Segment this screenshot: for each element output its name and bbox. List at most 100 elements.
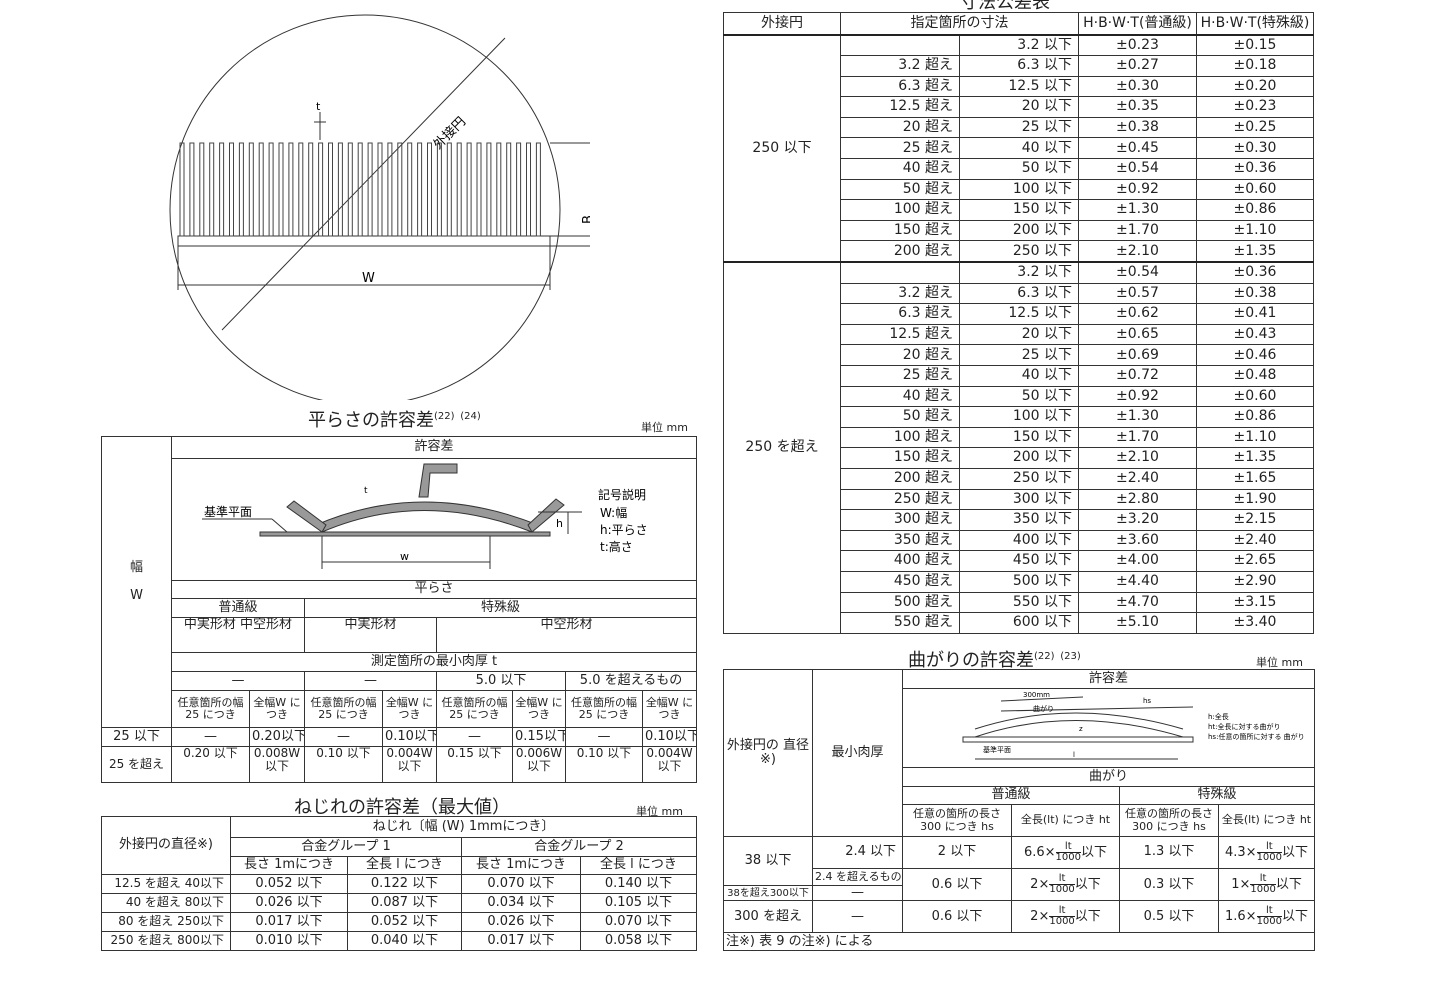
value-cell: 0.008W 以下 [249, 746, 305, 783]
header-circle: 外接円 [723, 12, 841, 35]
flatness-unit: 単位 mm [641, 421, 688, 434]
table-row: 250 以下 3.2 以下 ±0.23 ±0.15 [723, 33, 1314, 263]
per-25-header: 任意箇所の幅 25 につき [565, 690, 643, 728]
bending-header: 曲がり [901, 767, 1316, 787]
per-25-header: 任意箇所の幅 25 につき [171, 690, 250, 728]
heatsink-fin [209, 142, 215, 237]
normal-cell: ±0.72 [1078, 365, 1197, 387]
special-cell: ±2.65 [1196, 550, 1314, 572]
normal-cell: ±0.23 [1078, 33, 1197, 57]
normal-cell: ±4.40 [1078, 570, 1197, 593]
from-cell: 400 超え [840, 550, 960, 572]
svg-text:W:幅: W:幅 [600, 505, 627, 520]
per-meter: 長さ 1mにつき [230, 856, 348, 875]
header-special: H·B·W·T(特殊級) [1196, 12, 1314, 35]
normal-cell: ±2.40 [1078, 467, 1197, 490]
value-cell: — [304, 727, 383, 747]
value-cell: 0.122 以下 [347, 874, 462, 894]
heatsink-fin [308, 142, 314, 237]
svg-text:ht:全長に対する曲がり: ht:全長に対する曲がり [1208, 722, 1281, 731]
heatsink-fin [229, 142, 234, 237]
heatsink-fin [516, 142, 522, 237]
table-row: 50 超え 100 以下 ±1.30 ±0.86 [724, 406, 1314, 428]
normal-cell: ±1.70 [1078, 219, 1197, 242]
flatness-table: 幅 W 許容差 基準平面 w h t 記号説明 W:幅 h:平らさ t:高さ 平らさ… [101, 436, 698, 783]
twist-unit: 単位 mm [636, 805, 683, 818]
from-cell: 3.2 超え [840, 55, 960, 77]
thickness-cell: 2.4 以下 [812, 836, 903, 869]
circumscribed-circle [169, 14, 561, 400]
value-cell: 0.140 以下 [580, 874, 697, 894]
heatsink-fin [347, 142, 353, 237]
thickness-header: — [304, 671, 437, 691]
flatness-diagram: 基準平面 w h t 記号説明 W:幅 h:平らさ t:高さ [202, 463, 648, 569]
table-row: 40 超え 50 以下 ±0.92 ±0.60 [724, 385, 1314, 408]
hollow: 中空形材 [435, 617, 698, 653]
heatsink-fin [506, 142, 512, 237]
heatsink-fin [417, 142, 423, 237]
table-row: 200 超え 250 以下 ±2.10 ±1.35 [724, 240, 1314, 263]
svg-text:t: t [364, 486, 368, 496]
table-row: 450 超え 500 以下 ±4.40 ±2.90 [724, 570, 1314, 593]
value-cell: — [436, 727, 513, 747]
special-cell: ±1.35 [1196, 447, 1314, 469]
normal-cell: ±0.65 [1078, 323, 1197, 346]
fraction: lt 1000 [1049, 873, 1075, 896]
min-thickness-header: 最小肉厚 [812, 669, 903, 837]
value-cell: 0.087 以下 [347, 893, 462, 913]
per-width-header: 全幅W につき [512, 690, 566, 728]
value-cell: 2 以下 [902, 836, 1012, 869]
to-cell: 25 以下 [959, 116, 1079, 139]
svg-text:z: z [1079, 725, 1083, 733]
diameter-header: 外接円の直径※) [101, 816, 231, 875]
value-cell: 0.052 以下 [230, 874, 348, 894]
fraction: lt 1000 [1250, 873, 1276, 896]
per-25-header: 任意箇所の幅 25 につき [436, 690, 513, 728]
table-row: 25 超え 40 以下 ±0.45 ±0.30 [724, 137, 1314, 160]
diameter-line [221, 37, 506, 331]
bend-table: 外接円の 直径 ※) 最小肉厚 許容差 300mm 曲がり hs z 基準平面 l … [722, 669, 1316, 952]
heatsink-fin [357, 142, 363, 237]
to-cell: 250 以下 [959, 467, 1079, 490]
heatsink-drawing: 外接円 H B W t [169, 14, 590, 400]
normal-cell: ±0.92 [1078, 385, 1197, 408]
svg-text:hs: hs [1143, 697, 1151, 705]
normal-cell: ±0.30 [1078, 75, 1197, 98]
heatsink-fin [179, 142, 185, 237]
diameter-cell: 300 を超え [723, 900, 813, 934]
svg-text:h: h [556, 517, 563, 530]
bend-unit: 単位 mm [1256, 656, 1303, 669]
to-cell: 250 以下 [959, 240, 1079, 263]
dimension-table: 外接円 指定箇所の寸法 H·B·W·T(普通級) H·B·W·T(特殊級) 250 以… [723, 12, 1314, 634]
thickness-header: 5.0 を超えるもの [564, 671, 698, 691]
table-row: 20 超え 25 以下 ±0.38 ±0.25 [724, 116, 1314, 139]
to-cell: 450 以下 [959, 550, 1079, 572]
value-cell: 0.026 以下 [461, 912, 581, 932]
heatsink-fin [189, 142, 195, 237]
to-cell: 25 以下 [959, 344, 1079, 366]
heatsink-fin [377, 142, 383, 237]
normal-cell: ±0.54 [1078, 158, 1197, 180]
from-cell: 150 超え [840, 219, 960, 242]
to-cell: 3.2 以下 [959, 33, 1079, 57]
svg-text:t:高さ: t:高さ [600, 539, 633, 554]
normal-cell: ±0.69 [1078, 344, 1197, 366]
heatsink-fin [436, 142, 442, 237]
normal-cell: ±4.00 [1078, 550, 1197, 572]
heatsink-fin [486, 142, 492, 237]
normal-cell: ±3.20 [1078, 509, 1197, 531]
table-row: 50 超え 100 以下 ±0.92 ±0.60 [724, 178, 1314, 201]
to-cell: 6.3 以下 [959, 55, 1079, 77]
diameter-cell: 250 を超え 800以下 [101, 931, 231, 951]
svg-text:基準平面: 基準平面 [983, 745, 1011, 754]
heatsink-fin [248, 142, 254, 237]
heatsink-fin [318, 142, 324, 237]
heatsink-fin [288, 142, 294, 237]
special-cell: ±0.18 [1196, 55, 1314, 77]
table-row: 400 超え 450 以下 ±4.00 ±2.65 [724, 550, 1314, 572]
diameter-cell: 38を超え300以下 [723, 884, 813, 902]
value-cell: 0.20 以下 [171, 746, 250, 783]
special-cell: ±0.46 [1196, 344, 1314, 366]
special-grade: 特殊級 [303, 598, 698, 618]
to-cell: 350 以下 [959, 509, 1079, 531]
